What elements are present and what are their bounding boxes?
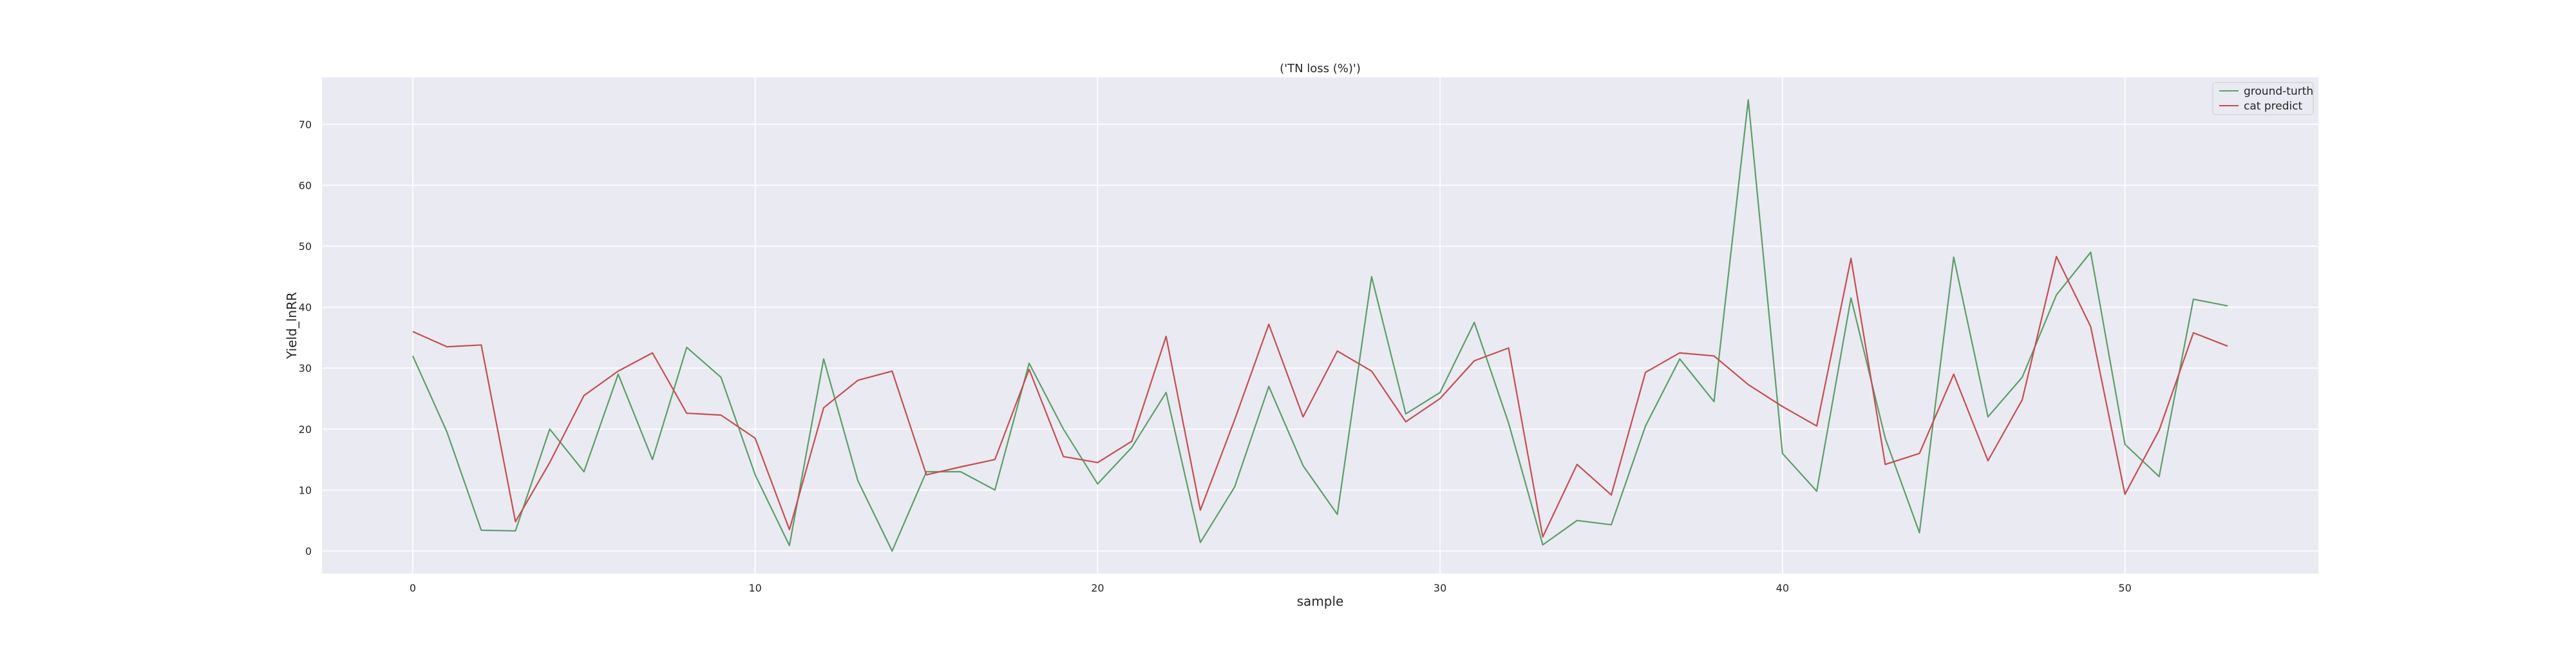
x-tick-label: 50 [2118, 582, 2131, 594]
chart-title: ('TN loss (%)') [1280, 62, 1361, 75]
x-axis-ticks: 0 10 20 30 40 50 [410, 582, 2132, 594]
series-line-cat-predict [412, 256, 2228, 538]
legend: ground-turth cat predict [2212, 82, 2314, 115]
y-tick-label: 10 [299, 484, 312, 496]
x-tick-label: 10 [748, 582, 761, 594]
y-axis-ticks: 0 10 20 30 40 50 60 70 [299, 119, 312, 557]
y-tick-label: 0 [305, 545, 312, 557]
x-tick-label: 30 [1434, 582, 1446, 594]
y-tick-label: 30 [299, 362, 312, 374]
x-axis-label: sample [1297, 594, 1344, 609]
legend-label-ground-turth: ground-turth [2244, 85, 2313, 98]
plot-area [322, 77, 2318, 574]
series-lines [412, 99, 2228, 552]
legend-label-cat-predict: cat predict [2244, 100, 2303, 113]
x-tick-label: 40 [1776, 582, 1789, 594]
series-line-ground-turth [412, 99, 2228, 552]
y-tick-label: 20 [299, 423, 312, 436]
x-tick-label: 20 [1091, 582, 1104, 594]
grid [322, 77, 2318, 574]
y-axis-label: Yield_lnRR [284, 292, 299, 360]
y-tick-label: 70 [299, 119, 312, 131]
x-tick-label: 0 [410, 582, 416, 594]
y-tick-label: 60 [299, 179, 312, 191]
y-tick-label: 40 [299, 302, 312, 314]
y-tick-label: 50 [299, 240, 312, 253]
